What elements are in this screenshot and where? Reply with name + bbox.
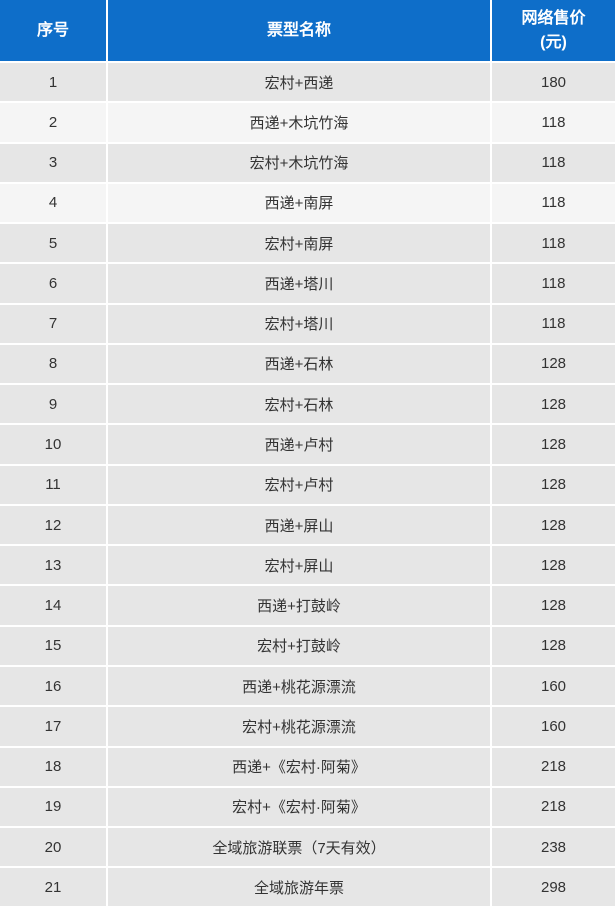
cell-name: 西递+桃花源漂流 [107, 665, 492, 708]
table-row: 8 西递+石林 128 [0, 343, 615, 386]
table-row: 13 宏村+屏山 128 [0, 545, 615, 587]
cell-index: 17 [0, 706, 108, 748]
cell-index: 5 [0, 223, 108, 265]
cell-name: 宏村+打鼓岭 [107, 625, 492, 667]
cell-price: 118 [491, 303, 615, 345]
header-cell-name: 票型名称 [107, 0, 492, 63]
cell-price: 128 [491, 384, 615, 426]
header-price-label-line1: 网络售价 [521, 10, 586, 28]
cell-price: 238 [491, 827, 615, 869]
cell-price: 128 [491, 424, 615, 466]
table-row: 6 西递+塔川 118 [0, 263, 615, 305]
cell-index: 10 [0, 424, 108, 466]
cell-index: 12 [0, 504, 108, 547]
cell-index: 13 [0, 545, 108, 587]
header-row: 序号 票型名称 网络售价 (元) [0, 0, 615, 63]
table-row: 10 西递+卢村 128 [0, 424, 615, 466]
table-row: 20 全域旅游联票（7天有效） 238 [0, 827, 615, 869]
cell-price: 128 [491, 585, 615, 627]
cell-price: 218 [491, 786, 615, 829]
cell-price: 118 [491, 263, 615, 305]
cell-name: 西递+木坑竹海 [107, 102, 492, 144]
cell-index: 15 [0, 625, 108, 667]
cell-name: 西递+石林 [107, 343, 492, 386]
cell-name: 全域旅游年票 [107, 867, 492, 906]
cell-index: 20 [0, 827, 108, 869]
table-row: 11 宏村+卢村 128 [0, 464, 615, 506]
cell-index: 14 [0, 585, 108, 627]
table-body: 1 宏村+西递 180 2 西递+木坑竹海 118 3 宏村+木坑竹海 118 … [0, 62, 615, 906]
cell-name: 宏村+屏山 [107, 545, 492, 587]
header-price-label-line2: (元) [540, 33, 567, 51]
cell-name: 宏村+塔川 [107, 303, 492, 345]
table-row: 1 宏村+西递 180 [0, 62, 615, 104]
table-row: 5 宏村+南屏 118 [0, 223, 615, 265]
table-row: 17 宏村+桃花源漂流 160 [0, 706, 615, 748]
cell-name: 宏村+木坑竹海 [107, 142, 492, 184]
cell-price: 298 [491, 867, 615, 906]
cell-price: 118 [491, 223, 615, 265]
cell-name: 西递+打鼓岭 [107, 585, 492, 627]
cell-index: 8 [0, 343, 108, 386]
cell-index: 6 [0, 263, 108, 305]
table-row: 21 全域旅游年票 298 [0, 867, 615, 906]
cell-name: 全域旅游联票（7天有效） [107, 827, 492, 869]
table-row: 16 西递+桃花源漂流 160 [0, 665, 615, 708]
cell-index: 7 [0, 303, 108, 345]
table-row: 19 宏村+《宏村·阿菊》 218 [0, 786, 615, 829]
cell-name: 宏村+西递 [107, 62, 492, 104]
cell-price: 160 [491, 665, 615, 708]
cell-name: 西递+卢村 [107, 424, 492, 466]
table-row: 15 宏村+打鼓岭 128 [0, 625, 615, 667]
cell-price: 180 [491, 62, 615, 104]
table-row: 12 西递+屏山 128 [0, 504, 615, 547]
table-row: 2 西递+木坑竹海 118 [0, 102, 615, 144]
cell-name: 西递+塔川 [107, 263, 492, 305]
cell-price: 128 [491, 545, 615, 587]
header-name-label: 票型名称 [266, 21, 331, 39]
cell-index: 2 [0, 102, 108, 144]
cell-index: 18 [0, 746, 108, 788]
table-row: 9 宏村+石林 128 [0, 384, 615, 426]
table-row: 3 宏村+木坑竹海 118 [0, 142, 615, 184]
cell-name: 西递+屏山 [107, 504, 492, 547]
cell-price: 218 [491, 746, 615, 788]
cell-index: 3 [0, 142, 108, 184]
cell-price: 118 [491, 102, 615, 144]
cell-price: 128 [491, 464, 615, 506]
cell-price: 118 [491, 182, 615, 225]
cell-name: 宏村+卢村 [107, 464, 492, 506]
cell-price: 128 [491, 343, 615, 386]
cell-index: 21 [0, 867, 108, 906]
cell-name: 宏村+石林 [107, 384, 492, 426]
cell-index: 9 [0, 384, 108, 426]
cell-index: 1 [0, 62, 108, 104]
table-row: 14 西递+打鼓岭 128 [0, 585, 615, 627]
cell-name: 宏村+桃花源漂流 [107, 706, 492, 748]
header-cell-price: 网络售价 (元) [491, 0, 615, 63]
table-row: 18 西递+《宏村·阿菊》 218 [0, 746, 615, 788]
cell-name: 西递+南屏 [107, 182, 492, 225]
cell-name: 西递+《宏村·阿菊》 [107, 746, 492, 788]
table-row: 4 西递+南屏 118 [0, 182, 615, 225]
cell-price: 128 [491, 625, 615, 667]
header-cell-index: 序号 [0, 0, 108, 63]
cell-price: 118 [491, 142, 615, 184]
cell-name: 宏村+《宏村·阿菊》 [107, 786, 492, 829]
cell-price: 128 [491, 504, 615, 547]
cell-index: 16 [0, 665, 108, 708]
cell-price: 160 [491, 706, 615, 748]
cell-index: 19 [0, 786, 108, 829]
cell-index: 4 [0, 182, 108, 225]
table-row: 7 宏村+塔川 118 [0, 303, 615, 345]
header-index-label: 序号 [36, 21, 69, 39]
cell-index: 11 [0, 464, 108, 506]
cell-name: 宏村+南屏 [107, 223, 492, 265]
